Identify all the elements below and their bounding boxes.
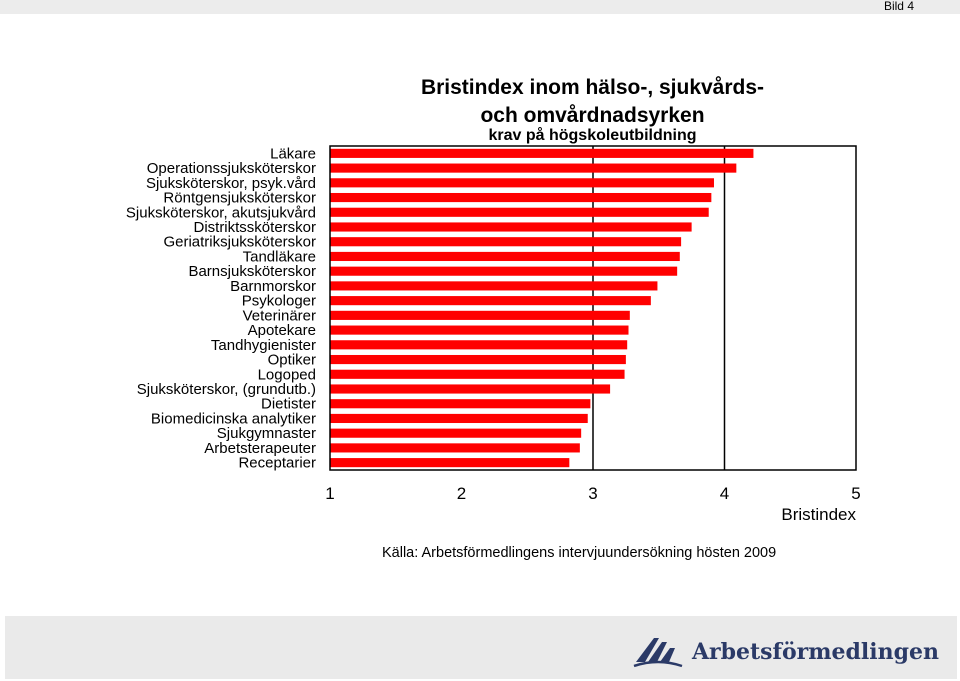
bar [330, 192, 712, 203]
x-axis-label: Bristindex [781, 505, 856, 524]
bar [330, 296, 651, 306]
bar [330, 163, 737, 173]
category-label: Distriktssköterskor [193, 219, 316, 236]
category-label: Operationssjuksköterskor [147, 160, 316, 177]
category-label: Tandläkare [243, 248, 316, 265]
brand-name: Arbetsförmedlingen [691, 639, 939, 665]
bar [330, 413, 588, 424]
x-tick-label: 4 [720, 484, 729, 503]
bar [330, 384, 611, 394]
category-label: Arbetsterapeuter [204, 440, 316, 457]
category-label: Biomedicinska analytiker [151, 410, 316, 427]
top-bar [0, 0, 960, 14]
category-label: Optiker [268, 352, 316, 369]
chart-title-line1: Bristindex inom hälso-, sjukvårds- [420, 76, 765, 99]
bar [330, 340, 628, 350]
footer-band: Arbetsförmedlingen [5, 616, 957, 679]
brand-logo: Arbetsförmedlingen [632, 632, 939, 672]
chart-subtitle: krav på högskoleutbildning [488, 127, 697, 144]
category-label: Logoped [258, 366, 316, 383]
bar [330, 428, 582, 438]
bar [330, 266, 678, 276]
category-label: Sjuksköterskor, psyk.vård [146, 175, 316, 192]
bar-chart: LäkareOperationssjuksköterskorSjuksköter… [126, 145, 861, 524]
category-label: Sjuksköterskor, (grundutb.) [137, 381, 316, 398]
category-label: Röntgensjuksköterskor [163, 190, 316, 207]
arbetsformedlingen-logo-icon [633, 638, 683, 668]
chart-title-line2: och omvårdnadsyrken [480, 104, 705, 127]
bar [330, 222, 692, 232]
x-tick-label: 2 [457, 484, 466, 503]
category-label: Veterinärer [243, 307, 316, 324]
bar [330, 354, 626, 365]
bar [330, 207, 709, 217]
category-label: Sjukgymnaster [217, 425, 316, 442]
bar [330, 399, 591, 409]
bar [330, 458, 570, 468]
category-label: Tandhygienister [211, 337, 316, 354]
category-label: Barnsjuksköterskor [188, 263, 316, 280]
bar [330, 251, 680, 262]
x-tick-label: 1 [325, 484, 334, 503]
bar [330, 237, 682, 247]
bar [330, 281, 658, 291]
category-label: Apotekare [248, 322, 316, 339]
category-label: Läkare [270, 145, 316, 162]
slide-label: Bild 4 [883, 0, 914, 13]
bar [330, 148, 754, 158]
category-label: Psykologer [242, 293, 316, 310]
bar [330, 443, 580, 453]
category-label: Dietister [261, 396, 316, 413]
category-label: Receptarier [238, 455, 316, 472]
category-label: Geriatriksjuksköterskor [163, 234, 316, 251]
category-label: Sjuksköterskor, akutsjukvård [126, 204, 316, 221]
x-tick-label: 5 [851, 484, 860, 503]
bar [330, 310, 630, 320]
x-tick-label: 3 [588, 484, 597, 503]
bar [330, 325, 629, 335]
category-label: Barnmorskor [230, 278, 316, 295]
plot-area [329, 145, 857, 471]
source-note: Källa: Arbetsförmedlingens intervjuunder… [382, 545, 777, 561]
bar [330, 369, 625, 379]
bar [330, 178, 714, 188]
